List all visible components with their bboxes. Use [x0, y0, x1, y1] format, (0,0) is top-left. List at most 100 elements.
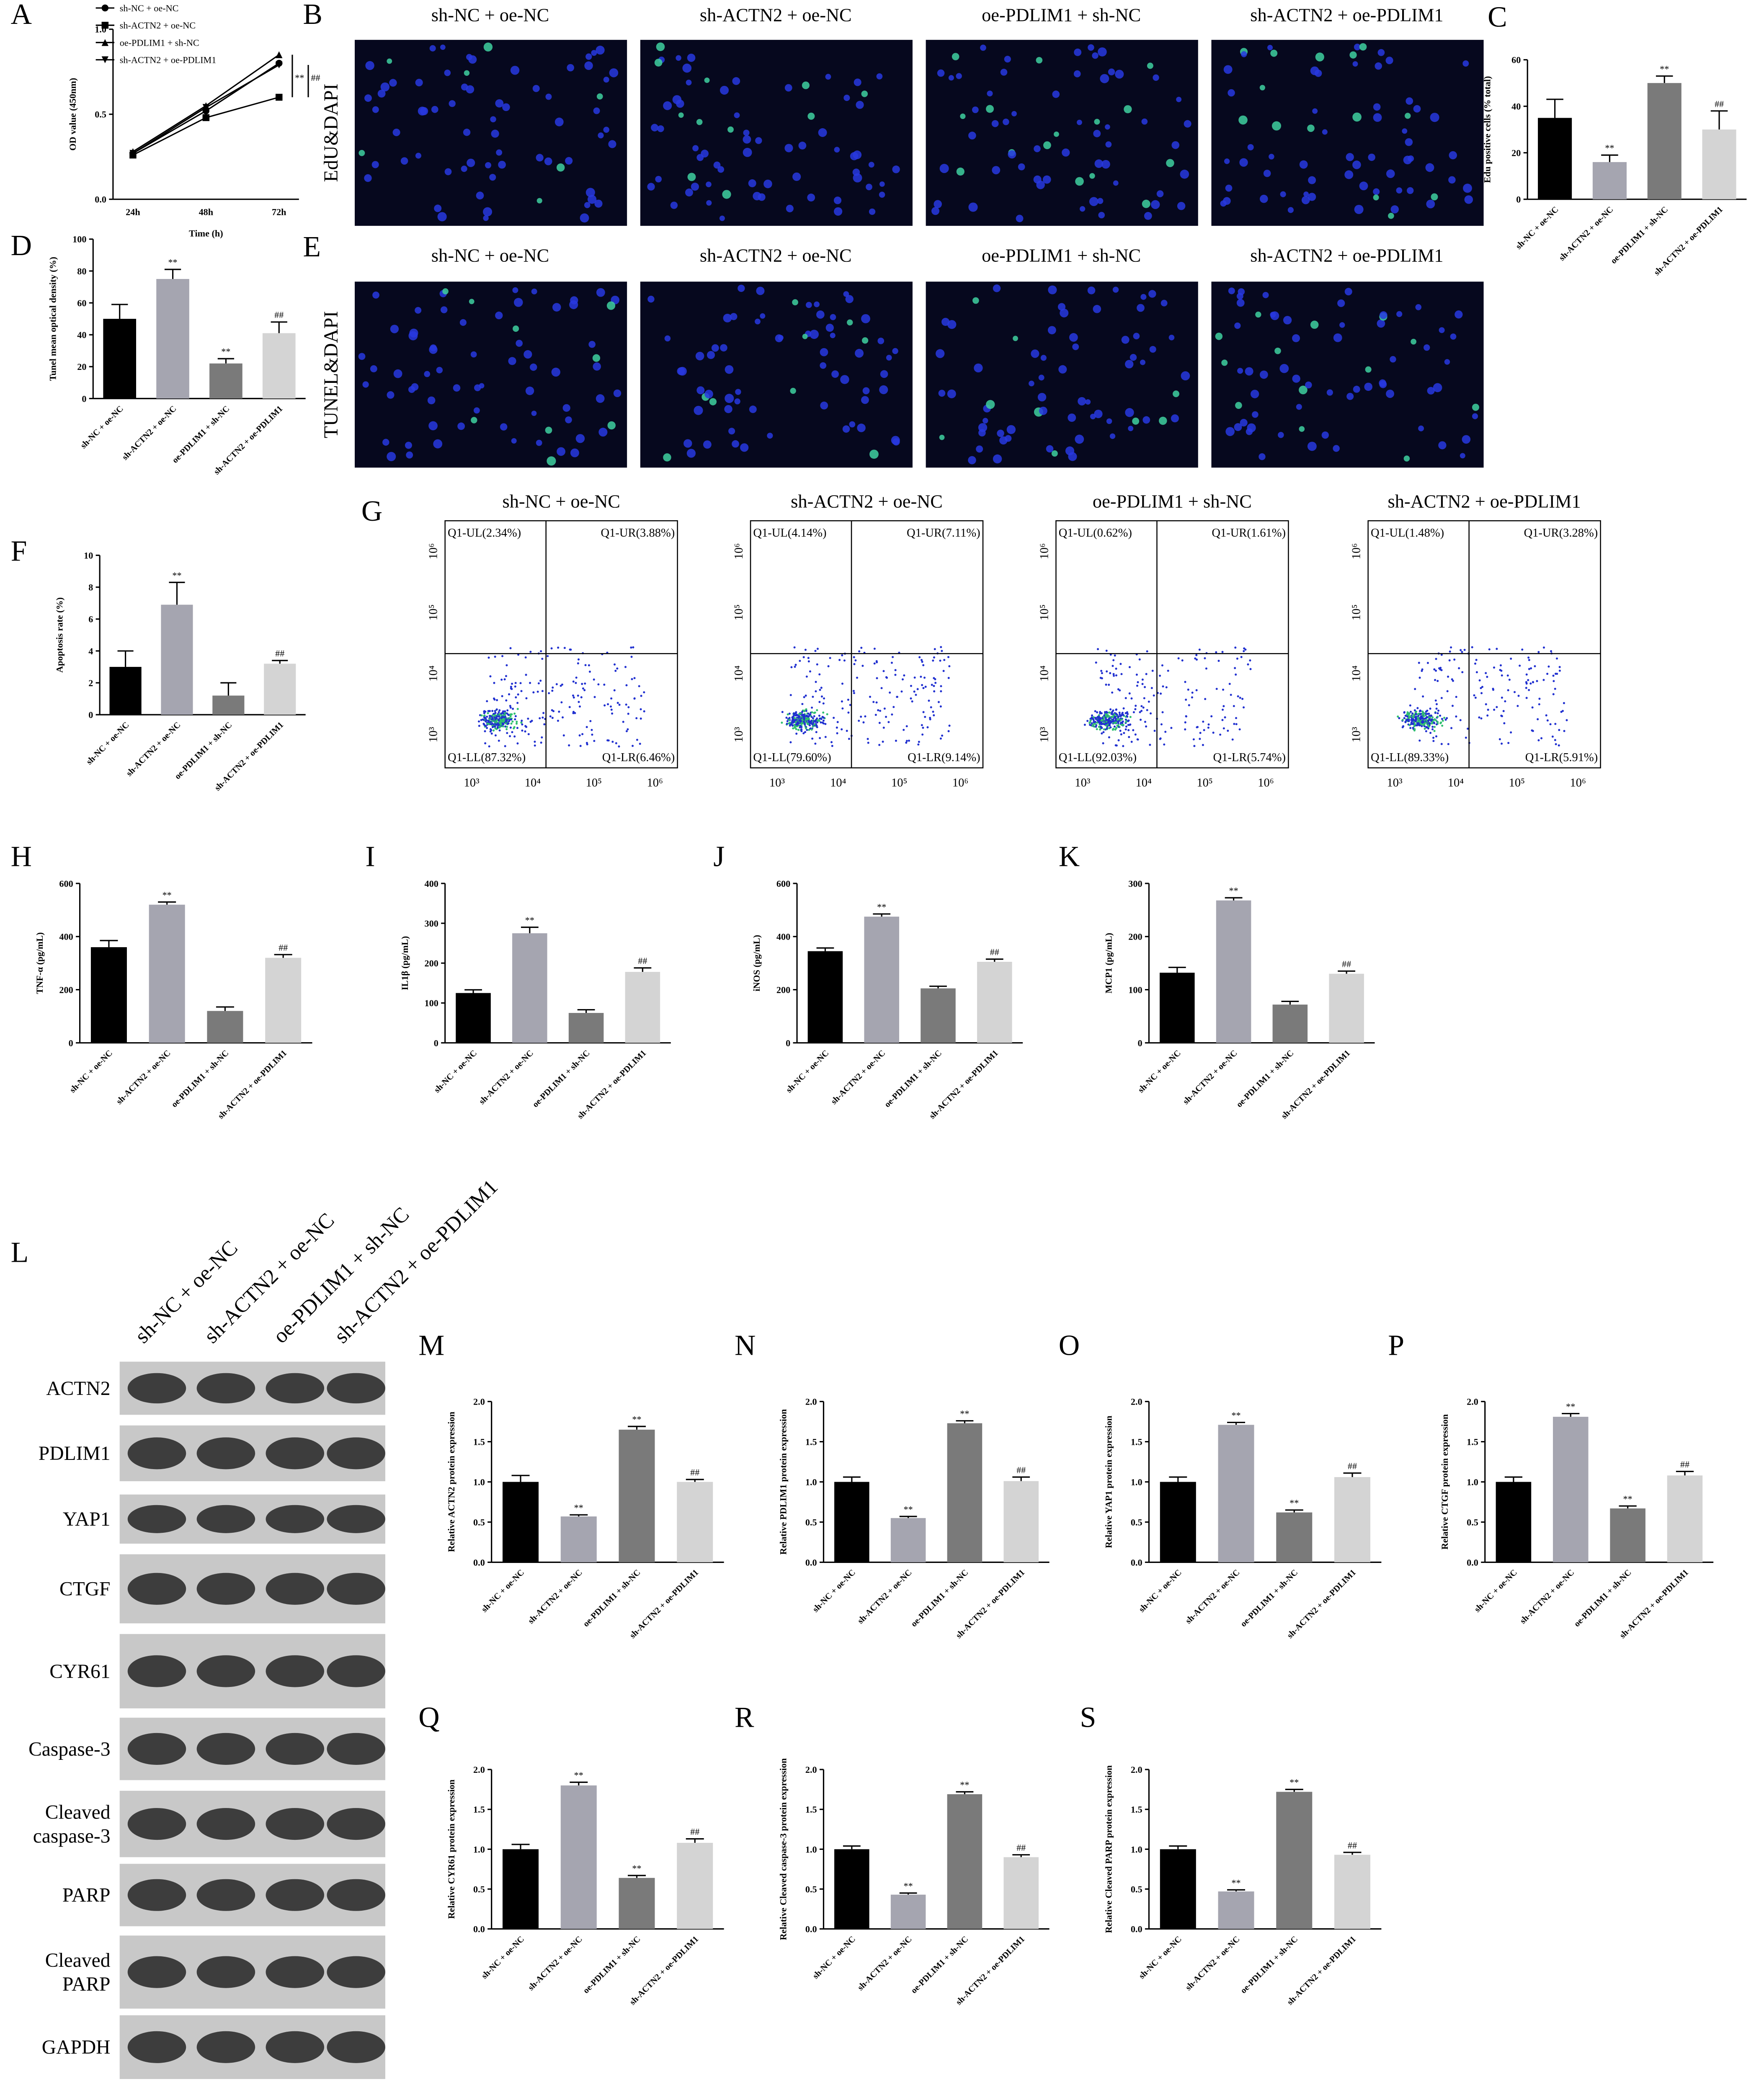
event-dot — [1409, 727, 1412, 729]
event-dot — [577, 658, 580, 661]
x-tick-label: sh-NC + oe-NC — [811, 1568, 857, 1614]
cell — [382, 439, 389, 446]
event-dot — [804, 731, 806, 734]
event-dot — [1119, 713, 1121, 716]
event-dot — [861, 664, 864, 667]
event-dot — [800, 728, 803, 731]
cell — [948, 75, 954, 81]
event-dot — [500, 723, 502, 726]
event-dot — [841, 707, 844, 710]
event-dot — [1241, 697, 1244, 700]
cell — [1034, 145, 1041, 152]
event-dot — [607, 703, 609, 705]
event-dot — [948, 724, 951, 727]
cell — [740, 443, 749, 452]
event-dot — [1528, 668, 1530, 670]
event-dot — [933, 656, 935, 659]
event-dot — [1553, 680, 1555, 682]
y-tick-label: 1.0 — [805, 1477, 817, 1487]
y-tick-label: 200 — [776, 984, 790, 995]
event-dot — [789, 724, 791, 727]
event-dot — [1423, 718, 1426, 720]
x-tick-label: oe-PDLIM1 + sh-NC — [883, 1049, 944, 1109]
cell — [1003, 119, 1009, 125]
quadrant-label: Q1-UR(3.88%) — [601, 527, 675, 540]
blot-band — [266, 1573, 325, 1605]
event-dot — [516, 702, 519, 704]
event-dot — [932, 659, 934, 662]
cell — [1237, 368, 1243, 374]
event-dot — [1122, 745, 1124, 747]
cell — [1094, 159, 1103, 168]
x-tick-label: sh-ACTN2 + oe-PDLIM1 — [1285, 1935, 1358, 2007]
event-dot — [812, 725, 814, 728]
event-dot — [1412, 727, 1414, 729]
event-dot — [508, 714, 510, 716]
event-dot — [1440, 697, 1443, 699]
event-dot — [1440, 721, 1442, 724]
event-dot — [581, 733, 584, 736]
y-tick-label: 10⁴ — [732, 666, 745, 682]
event-dot — [1091, 725, 1094, 727]
blot-band — [127, 1733, 186, 1765]
event-dot — [821, 721, 824, 724]
panel-letter: J — [713, 841, 725, 873]
event-dot — [1471, 646, 1473, 648]
event-dot — [638, 685, 640, 687]
cell — [1274, 347, 1281, 354]
event-dot — [521, 729, 524, 732]
event-dot — [1441, 724, 1444, 727]
cell — [1403, 455, 1410, 462]
cell — [991, 120, 999, 127]
cell — [939, 434, 945, 440]
cell — [1048, 285, 1057, 294]
blot-band — [266, 1373, 325, 1404]
y-tick-label: 10⁴ — [427, 666, 440, 682]
event-dot — [516, 727, 518, 729]
cell — [1239, 158, 1248, 167]
event-dot — [1436, 715, 1439, 718]
event-dot — [803, 713, 805, 716]
x-tick-label: 10⁴ — [1448, 776, 1464, 789]
event-dot — [787, 713, 789, 715]
cell — [663, 453, 671, 462]
cell — [1333, 445, 1340, 452]
event-dot — [1202, 744, 1204, 746]
event-dot — [1141, 683, 1144, 685]
x-tick-label: sh-ACTN2 + oe-NC — [125, 720, 183, 778]
cell — [464, 70, 470, 76]
event-dot — [543, 723, 546, 726]
cell — [833, 196, 842, 204]
event-dot — [937, 701, 940, 703]
cell — [1128, 426, 1134, 431]
event-dot — [593, 740, 596, 742]
event-dot — [513, 712, 516, 715]
event-dot — [922, 664, 925, 666]
cell — [1101, 160, 1110, 169]
event-dot — [1120, 718, 1122, 721]
cell — [1406, 97, 1413, 105]
event-dot — [1435, 723, 1438, 726]
cell — [983, 418, 988, 424]
cell — [483, 42, 493, 52]
event-dot — [511, 720, 514, 723]
cell — [372, 106, 379, 113]
bar — [1160, 1482, 1196, 1563]
event-dot — [894, 674, 897, 676]
cell — [879, 385, 888, 394]
cell — [598, 132, 604, 139]
x-tick-label: sh-ACTN2 + oe-PDLIM1 — [1285, 1568, 1358, 1640]
x-tick-label: sh-NC + oe-NC — [1136, 1049, 1182, 1095]
cell — [613, 389, 622, 398]
event-dot — [1127, 724, 1130, 726]
event-dot — [509, 647, 512, 649]
event-dot — [1115, 667, 1117, 670]
y-tick-label: 60 — [77, 298, 86, 308]
y-tick-label: 2.0 — [805, 1764, 817, 1775]
event-dot — [882, 670, 885, 672]
event-dot — [1239, 697, 1241, 699]
event-dot — [806, 715, 809, 718]
event-dot — [1101, 672, 1103, 674]
protein-label: Cleaved — [45, 1801, 111, 1823]
